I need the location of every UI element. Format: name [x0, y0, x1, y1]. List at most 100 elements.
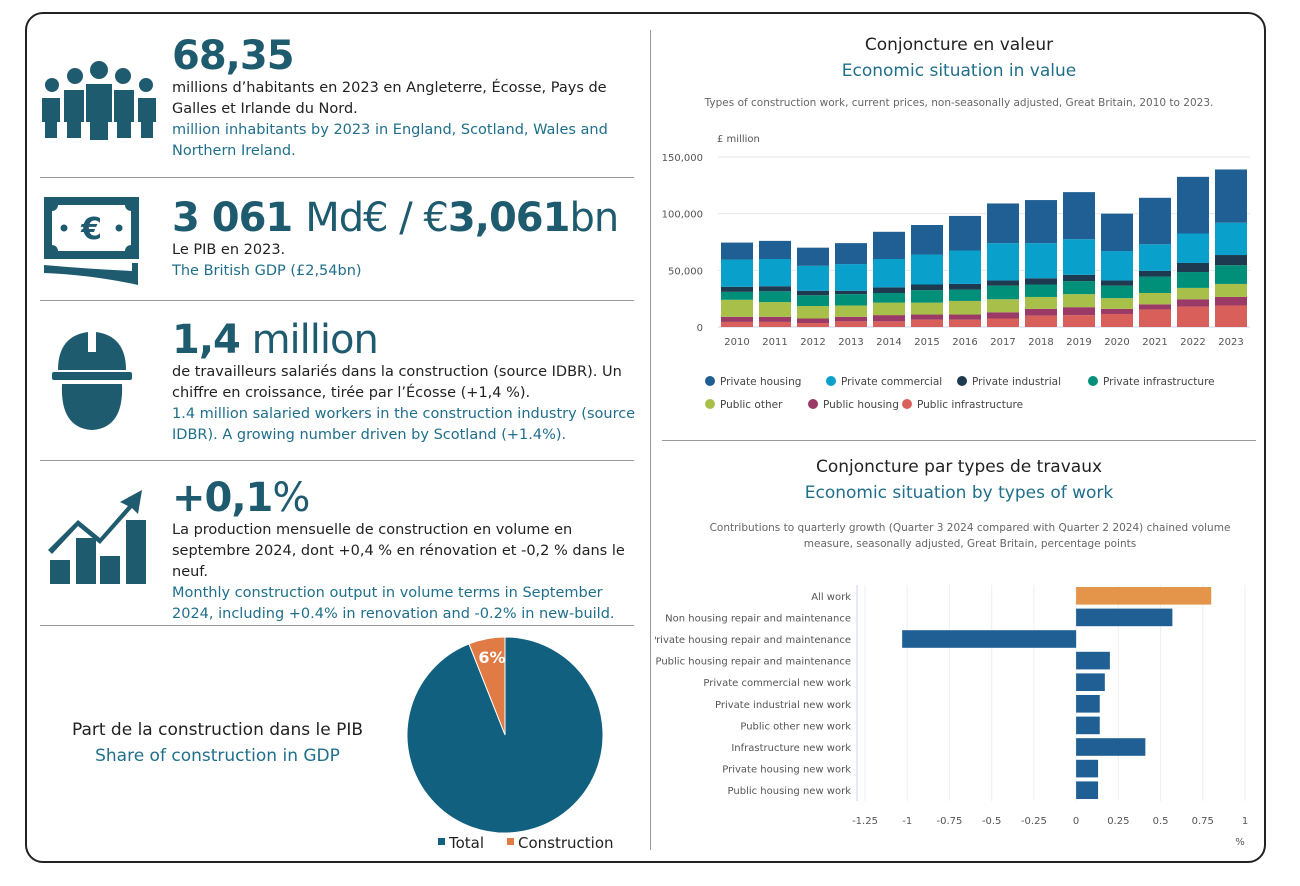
- stat-value: 3 061: [172, 195, 293, 241]
- x-tick-label: -0.5: [982, 816, 1002, 827]
- bar-segment: [1025, 278, 1057, 285]
- stat-unit: bn: [569, 195, 619, 241]
- bar-segment: [987, 318, 1019, 327]
- x-tick-label: 1: [1242, 816, 1248, 827]
- bar-segment: [911, 225, 943, 255]
- x-tick-label: 0.25: [1107, 816, 1129, 827]
- bar-segment: [949, 319, 981, 327]
- bar-segment: [1101, 213, 1133, 252]
- bar-segment: [1215, 296, 1247, 306]
- bar-segment: [1101, 251, 1133, 281]
- infographic-frame: [25, 12, 1266, 863]
- bar: [1076, 673, 1105, 691]
- bar-segment: [797, 265, 829, 291]
- stacked-title-en: Economic situation in value: [841, 61, 1077, 81]
- bar-segment: [721, 316, 753, 322]
- legend-marker: [826, 376, 836, 386]
- bar-segment: [1215, 255, 1247, 266]
- bar-segment: [1177, 306, 1209, 327]
- x-tick-label: 2019: [1066, 337, 1091, 348]
- bar-segment: [1101, 298, 1133, 309]
- bar-segment: [1139, 304, 1171, 310]
- legend-label: Private housing: [720, 376, 801, 388]
- bar-segment: [911, 302, 943, 315]
- bar-segment: [721, 286, 753, 292]
- bar-segment: [987, 280, 1019, 286]
- y-tick-label: 150,000: [662, 153, 703, 164]
- bar-segment: [797, 318, 829, 324]
- stat-text-fr: de travailleurs salariés dans la constru…: [172, 364, 622, 401]
- divider: [40, 460, 634, 461]
- bar-segment: [873, 321, 905, 327]
- divider: [662, 440, 1256, 441]
- stat-unit: million: [239, 317, 379, 363]
- pie-chart: 6% Total Construction: [406, 636, 614, 852]
- hard-hat-worker-icon: [52, 332, 132, 430]
- bar-segment: [911, 314, 943, 320]
- bar-segment: [1177, 262, 1209, 273]
- pie-title-fr: Part de la construction dans le PIB: [71, 720, 364, 740]
- bar-segment: [1139, 197, 1171, 245]
- bar-segment: [759, 321, 791, 327]
- bar-segment: [721, 291, 753, 300]
- bar-segment: [1139, 276, 1171, 293]
- legend-marker: [808, 399, 818, 409]
- x-tick-label: 2011: [762, 337, 787, 348]
- x-tick-label: 2022: [1180, 337, 1205, 348]
- category-label: Non housing repair and maintenance: [665, 613, 851, 624]
- x-tick-label: 2016: [952, 337, 977, 348]
- bar-segment: [1063, 239, 1095, 275]
- x-tick-label: 2017: [990, 337, 1015, 348]
- x-tick-label: 2013: [838, 337, 863, 348]
- bar-segment: [759, 316, 791, 322]
- legend-swatch: [507, 838, 514, 845]
- bar-segment: [1215, 305, 1247, 327]
- bar-segment: [1215, 222, 1247, 256]
- pie-slice-total: [406, 636, 604, 834]
- stat-workers: 1,4 million de travailleurs salariés dan…: [172, 318, 642, 446]
- bar-segment: [797, 290, 829, 296]
- bar-segment: [949, 289, 981, 301]
- bar-segment: [721, 259, 753, 287]
- bar: [1076, 587, 1212, 605]
- legend-marker: [705, 399, 715, 409]
- x-tick-label: 2010: [724, 337, 749, 348]
- bar-segment: [721, 242, 753, 260]
- stat-text-fr: Le PIB en 2023.: [172, 242, 286, 258]
- bar-segment: [873, 315, 905, 322]
- pie-data-label: 6%: [478, 648, 505, 667]
- bar-segment: [911, 290, 943, 303]
- bar-segment: [1177, 272, 1209, 288]
- x-tick-label: 2018: [1028, 337, 1053, 348]
- bar-segment: [1177, 233, 1209, 263]
- hbar-subtitle: Contributions to quarterly growth (Quart…: [709, 522, 1231, 550]
- bar-segment: [1025, 284, 1057, 297]
- x-tick-label: -1: [902, 816, 912, 827]
- y-tick-label: 0: [697, 323, 703, 334]
- bar-segment: [1101, 285, 1133, 299]
- bar-segment: [1101, 308, 1133, 314]
- x-tick-label: 0.75: [1192, 816, 1214, 827]
- bar-segment: [721, 299, 753, 317]
- x-tick-label: -0.25: [1021, 816, 1047, 827]
- x-tick-label: -0.75: [937, 816, 963, 827]
- x-tick-label: 2012: [800, 337, 825, 348]
- stat-value: +0,1: [172, 475, 273, 521]
- legend-marker: [705, 376, 715, 386]
- x-tick-label: 0.5: [1153, 816, 1169, 827]
- bar-segment: [1139, 244, 1171, 271]
- stat-unit: %: [272, 475, 310, 521]
- bar-segment: [1063, 192, 1095, 240]
- bar-segment: [1063, 294, 1095, 308]
- stat-text-en: 1.4 million salaried workers in the cons…: [172, 406, 636, 443]
- bar-segment: [949, 283, 981, 290]
- banknote-euro-icon: €: [44, 197, 139, 285]
- hbar-title-en: Economic situation by types of work: [804, 483, 1114, 503]
- stat-text-en: million inhabitants by 2023 in England, …: [172, 122, 608, 159]
- stat-population: 68,35 millions d’habitants en 2023 en An…: [172, 34, 642, 162]
- bar-segment: [1025, 243, 1057, 279]
- legend-label: Public infrastructure: [917, 399, 1023, 411]
- bar-segment: [797, 295, 829, 307]
- stat-value: 68,35: [172, 33, 295, 79]
- category-label: All work: [811, 592, 851, 603]
